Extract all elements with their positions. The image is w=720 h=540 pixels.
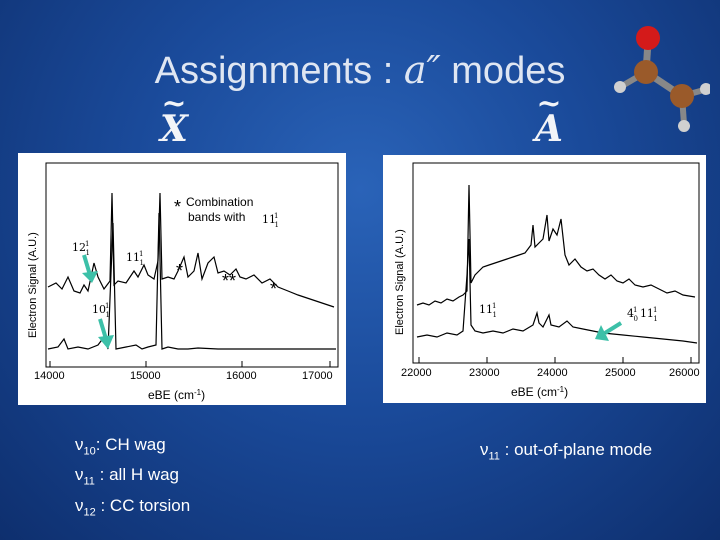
arrow-icon [98,318,114,349]
title-prefix: Assignments : [154,50,404,92]
modes-list-left: ν10: CH wag ν11 : all H wag ν12 : CC tor… [75,433,190,524]
hydrogen-atom-2 [700,83,710,95]
right-xtick-0: 22000 [401,367,432,379]
right-spectrum-chart: Electron Signal (A.U.) 22000 23000 24000… [394,162,700,399]
right-xtick-4: 26000 [669,367,700,379]
molecule-icon [614,26,710,132]
left-xlabel: eBE (cm-1) [148,388,205,402]
mode-line: ν11 : out-of-plane mode [480,440,653,463]
right-xtick-2: 24000 [537,367,568,379]
arrow-icon [82,254,98,283]
oxygen-atom [636,26,660,50]
left-ylabel: Electron Signal (A.U.) [27,232,39,338]
state-label-excited: ~ A [535,86,563,150]
left-xtick-0: 14000 [34,370,65,382]
stars-group-2: ** [222,271,236,291]
right-xtick-1: 23000 [469,367,500,379]
arrow-icon [595,321,623,341]
left-xtick-3: 17000 [302,370,333,382]
left-plot-frame [45,162,339,368]
title-suffix: modes [440,50,566,92]
left-xtick-1: 15000 [130,370,161,382]
right-xtick-3: 25000 [605,367,636,379]
state-symbol: A [535,108,563,150]
tilde-mark: ~ [536,86,562,121]
state-symbol: X [160,108,188,150]
note-line-2: bands with [188,210,245,224]
mode-line: ν11 : all H wag [75,465,180,488]
right-upper-trace [416,184,696,306]
right-peak-label-4-11: 41 0 111 1 [627,306,658,323]
slide-title: Assignments : a″ modes [120,48,600,93]
left-lower-trace [47,212,336,350]
carbon-atom-2 [670,84,694,108]
mode-line: ν10: CH wag [75,435,166,458]
right-spectrum-panel: Electron Signal (A.U.) 22000 23000 24000… [383,155,706,403]
state-label-ground: ~ X [160,86,188,150]
right-plot-frame [412,162,700,364]
title-symbol: a″ [403,48,441,92]
left-spectrum-chart: Electron Signal (A.U.) 14000 15000 16000… [27,162,339,402]
carbon-atom-1 [634,60,658,84]
note-star: * [174,197,181,217]
note-line-1: Combination [186,195,253,209]
hydrogen-atom-1 [614,81,626,93]
mode-line: ν12 : CC torsion [75,495,191,519]
left-upper-trace [47,192,335,308]
left-xtick-2: 16000 [226,370,257,382]
right-xlabel: eBE (cm-1) [511,385,568,399]
stars-group-1: * [176,261,183,281]
right-lower-trace [416,238,698,344]
peak-label-11: 111 1 [126,250,144,267]
modes-list-right: ν11 : out-of-plane mode [480,438,652,468]
right-ylabel: Electron Signal (A.U.) [394,229,406,335]
peak-label-10: 101 1 [92,302,110,319]
peak-label-12: 121 1 [72,240,90,257]
tilde-mark: ~ [161,86,187,121]
right-peak-label-11: 111 1 [479,302,497,319]
note-term: 111 1 [262,212,279,229]
stars-group-3: * [270,279,277,299]
hydrogen-atom-3 [678,120,690,132]
left-spectrum-panel: Electron Signal (A.U.) 14000 15000 16000… [18,153,346,405]
